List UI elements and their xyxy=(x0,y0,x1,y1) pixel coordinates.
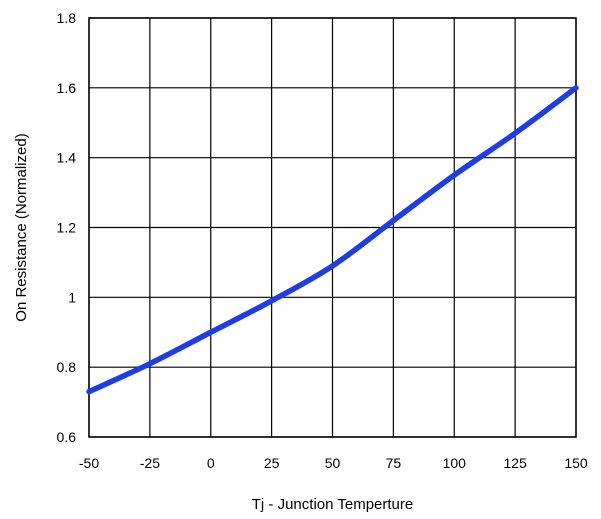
x-tick-label: -25 xyxy=(140,455,160,471)
tick-labels: -50 -25 0 25 50 75 100 125 150 0.6 0.8 1 1.2 1.4 1.6 1.… xyxy=(57,10,588,471)
x-tick-label: 75 xyxy=(386,455,402,471)
x-tick-label: 50 xyxy=(325,455,341,471)
y-tick-label: 1.6 xyxy=(57,80,77,96)
x-tick-label: 125 xyxy=(503,455,527,471)
x-tick-label: 150 xyxy=(564,455,588,471)
x-tick-label: 100 xyxy=(443,455,467,471)
y-tick-label: 1.2 xyxy=(57,220,77,236)
x-tick-label: 25 xyxy=(264,455,280,471)
y-tick-label: 1.4 xyxy=(57,150,77,166)
x-axis-label: Tj - Junction Temperture xyxy=(252,496,413,513)
series-layer xyxy=(86,85,579,395)
y-tick-label: 1.8 xyxy=(57,10,77,26)
y-tick-label: 1 xyxy=(68,289,76,305)
series-line-0 xyxy=(86,85,579,395)
plot-frame xyxy=(88,17,577,438)
grid xyxy=(88,17,577,438)
x-tick-label: 0 xyxy=(207,455,215,471)
y-tick-label: 0.6 xyxy=(57,429,77,445)
y-tick-label: 0.8 xyxy=(57,359,77,375)
x-tick-label: -50 xyxy=(79,455,99,471)
y-axis-label: On Resistance (Normalized) xyxy=(13,133,30,321)
